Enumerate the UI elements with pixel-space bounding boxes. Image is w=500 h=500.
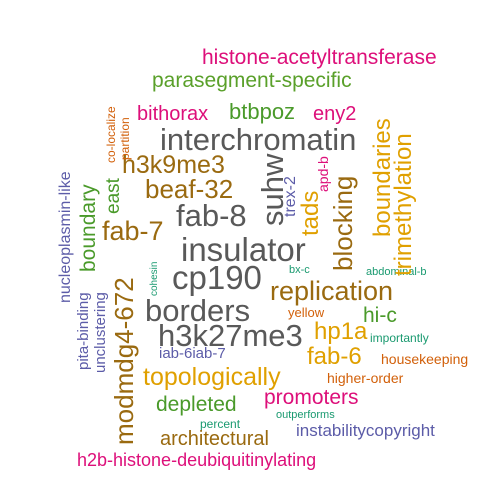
word-h3k27me3: h3k27me3 bbox=[158, 318, 303, 353]
word-cohesin: cohesin bbox=[149, 261, 160, 296]
word-interchromatin: interchromatin bbox=[160, 122, 357, 157]
word-percent: percent bbox=[200, 417, 241, 431]
word-insulator: insulator bbox=[181, 231, 306, 268]
word-architectural: architectural bbox=[160, 428, 269, 450]
word-iab-6iab-7: iab-6iab-7 bbox=[159, 345, 226, 362]
word-fab-7: fab-7 bbox=[102, 216, 164, 246]
word-boundary: boundary bbox=[77, 184, 100, 272]
word-parasegment-specific: parasegment-specific bbox=[152, 69, 352, 92]
word-hp1a: hp1a bbox=[314, 318, 368, 345]
word-h2b-histone-deubiquitinylating: h2b-histone-deubiquitinylating bbox=[77, 450, 317, 470]
word-east: east bbox=[103, 178, 124, 214]
word-nucleoplasmin-like: nucleoplasmin-like bbox=[57, 171, 74, 303]
word-yellow: yellow bbox=[288, 305, 325, 320]
word-tads: tads bbox=[297, 190, 324, 236]
word-beaf-32: beaf-32 bbox=[145, 174, 234, 204]
word-instabilitycopyright: instabilitycopyright bbox=[296, 421, 435, 440]
word-fab-8: fab-8 bbox=[176, 198, 247, 233]
word-replication: replication bbox=[270, 276, 394, 306]
word-borders: borders bbox=[145, 293, 251, 328]
word-importantly: importantly bbox=[370, 331, 429, 345]
word-higher-order: higher-order bbox=[327, 370, 404, 386]
word-cp190: cp190 bbox=[172, 259, 262, 296]
word-hi-c: hi-c bbox=[363, 304, 397, 327]
word-eny2: eny2 bbox=[313, 103, 357, 125]
word-histone-acetyltransferase: histone-acetyltransferase bbox=[202, 46, 437, 69]
word-depleted: depleted bbox=[156, 393, 237, 416]
word-modmdg4-672: modmdg4-672 bbox=[109, 277, 139, 445]
word-fab-6: fab-6 bbox=[307, 343, 362, 370]
word-bithorax: bithorax bbox=[137, 103, 209, 125]
word-housekeeping: housekeeping bbox=[381, 351, 469, 367]
word-trimethylation: trimethylation bbox=[390, 133, 417, 276]
word-pita-binding: pita-binding bbox=[75, 292, 92, 370]
word-abdominal-b: abdominal-b bbox=[366, 266, 427, 278]
word-co-localize: co-localize bbox=[104, 106, 118, 163]
word-topologically: topologically bbox=[143, 363, 281, 391]
word-btbpoz: btbpoz bbox=[229, 99, 296, 124]
word-h3k9me3: h3k9me3 bbox=[122, 151, 225, 179]
word-promoters: promoters bbox=[264, 386, 359, 409]
word-bx-c: bx-c bbox=[289, 264, 310, 276]
word-partition: partition bbox=[118, 117, 132, 160]
word-unclustering: unclustering bbox=[92, 292, 109, 373]
word-outperforms: outperforms bbox=[276, 409, 335, 421]
word-blocking: blocking bbox=[328, 175, 358, 271]
